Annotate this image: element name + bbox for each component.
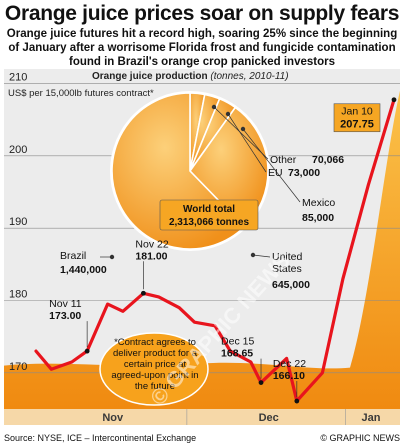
x-axis-months: Nov Dec Jan xyxy=(102,409,381,425)
annotation-date: Dec 22 xyxy=(273,358,306,370)
annotation-point xyxy=(294,398,300,404)
y-tick-label: 180 xyxy=(9,288,27,300)
pie-value-eu: 73,000 xyxy=(288,167,320,179)
price-line xyxy=(34,98,396,403)
headline: Orange juice prices soar on supply fears xyxy=(4,2,400,25)
y-axis-label: US$ per 15,000lb futures contract* xyxy=(8,88,154,99)
annotation-value: 166.10 xyxy=(273,370,305,382)
y-tick-label: 190 xyxy=(9,216,27,228)
annotation-date: Jan 10 xyxy=(341,106,373,118)
pie-title: Orange juice production (tonnes, 2010-11… xyxy=(92,71,289,82)
annotation-value: 207.75 xyxy=(340,119,374,131)
pie-label-eu: EU xyxy=(268,167,283,179)
juice-splash xyxy=(4,90,400,410)
x-tick-label-nov: Nov xyxy=(102,412,124,424)
chart-panel: 170 180 190 200 210 US$ per 15,000lb futures… xyxy=(4,69,400,425)
world-total-box: World total 2,313,066 tonnes xyxy=(159,199,259,231)
annotation-point xyxy=(141,290,146,296)
credit: © GRAPHIC NEWS xyxy=(320,433,400,443)
pie-label-brazil: Brazil xyxy=(60,250,86,262)
annotation-point xyxy=(84,348,90,354)
pie-value-mexico: 85,000 xyxy=(302,212,334,224)
annotation-point xyxy=(258,380,264,385)
juice-fill xyxy=(4,90,400,410)
annotation-date: Dec 15 xyxy=(221,336,254,348)
pie-label-mexico: Mexico xyxy=(302,197,335,209)
pie-label-united-states: United States xyxy=(272,251,303,275)
annotation-date: Nov 22 xyxy=(135,238,168,250)
x-tick-label-dec: Dec xyxy=(259,412,279,424)
source-note: Source: NYSE, ICE – Intercontinental Exc… xyxy=(4,433,197,443)
y-axis-ticks: 170 180 190 200 210 xyxy=(9,71,27,372)
contract-note: *Contract agrees to deliver product for … xyxy=(99,332,209,406)
world-total-value: 2,313,066 tonnes xyxy=(169,217,249,228)
y-tick-label: 200 xyxy=(9,144,27,156)
contract-note-text: *Contract agrees to deliver product for … xyxy=(111,337,199,392)
annotation-value: 173.00 xyxy=(49,310,81,322)
annotation-value: 181.00 xyxy=(135,250,167,262)
world-total-label: World total xyxy=(183,204,235,215)
pie-value-united-states: 645,000 xyxy=(272,279,310,291)
pie-value-brazil: 1,440,000 xyxy=(60,264,107,276)
pie-value-other: 70,066 xyxy=(312,154,344,166)
pie-label-other: Other xyxy=(270,154,297,166)
y-tick-label: 170 xyxy=(9,361,27,373)
price-series-line xyxy=(34,98,396,403)
y-tick-label: 210 xyxy=(9,71,27,83)
annotation-date: Nov 11 xyxy=(49,298,82,310)
annotation-value: 168.65 xyxy=(221,348,253,360)
x-tick-label-jan: Jan xyxy=(362,412,381,424)
x-axis-band xyxy=(4,409,400,425)
intro-text: Orange juice futures hit a record high, … xyxy=(6,28,398,68)
annotation-point xyxy=(391,97,397,103)
